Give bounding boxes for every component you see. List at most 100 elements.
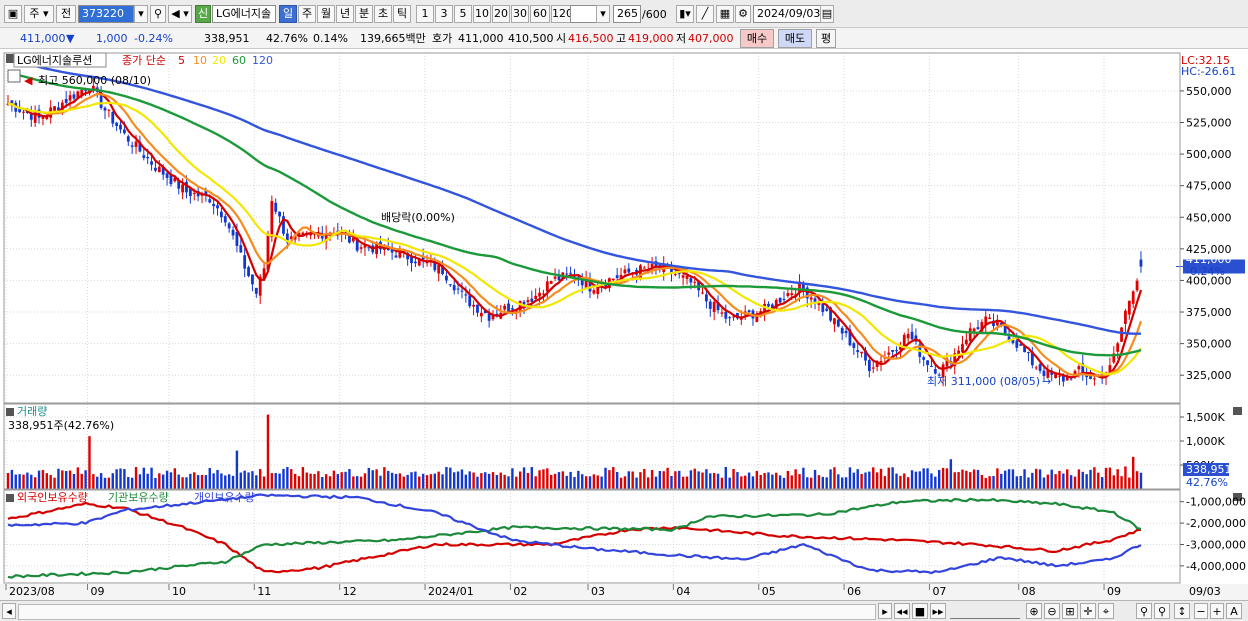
volume-bar (763, 473, 766, 489)
volume-bar (1089, 469, 1092, 489)
calendar-icon[interactable]: ▤ (820, 5, 834, 23)
eval-button[interactable]: 평 (816, 29, 836, 48)
search-zoom-icon[interactable]: ⚲ (1136, 603, 1152, 619)
draw-tool-icon[interactable]: ╱ (696, 5, 714, 23)
horizontal-scrollbar[interactable] (18, 604, 876, 620)
period-tab-1[interactable]: 일 (279, 5, 297, 23)
zoom-in-icon[interactable]: ⊕ (1026, 603, 1042, 619)
gear-icon[interactable]: ⚙ (735, 5, 751, 23)
scroll-right-icon[interactable]: ▸ (878, 603, 892, 619)
type-selector[interactable]: 주 ▾ (24, 5, 54, 23)
volume-bar (309, 473, 312, 489)
candle-body (592, 290, 596, 294)
candle-body (825, 308, 829, 311)
interval-tab-30[interactable]: 30 (511, 5, 529, 23)
stop-icon[interactable]: ■ (912, 603, 928, 619)
candle-body (1139, 259, 1143, 267)
quote-bid1: 411,000 (458, 32, 504, 45)
stock-code-input[interactable]: 373220 (78, 5, 134, 23)
speaker-icon[interactable]: ◀ ▾ (168, 5, 192, 23)
volume-bar (456, 471, 460, 489)
volume-bar (84, 470, 87, 489)
font-size-icon[interactable]: A (1226, 603, 1242, 619)
rewind-icon[interactable]: ◂◂ (894, 603, 910, 619)
stock-name-field[interactable]: LG에너지솔 (212, 5, 276, 23)
period-tab-5[interactable]: 분 (355, 5, 373, 23)
volume-bar (883, 476, 887, 489)
candle-body (992, 320, 995, 326)
interval-tab-5[interactable]: 5 (454, 5, 472, 23)
date-input[interactable]: 2024/09/03 (753, 5, 823, 23)
candle-body (860, 351, 863, 354)
prev-button[interactable]: 전 (56, 5, 76, 23)
scroll-left-icon[interactable]: ◂ (2, 603, 16, 619)
volume-bars (6, 414, 1143, 489)
candle-body (204, 190, 208, 196)
crosshair-icon[interactable]: ✛ (1080, 603, 1096, 619)
forward-icon[interactable]: ▸▸ (930, 603, 946, 619)
save-icon[interactable]: ▦ (716, 5, 734, 23)
price-tick-label: 475,000 (1186, 180, 1232, 193)
volume-bar (716, 473, 720, 489)
volume-bar (398, 473, 402, 489)
window-icon[interactable]: ▣ (4, 5, 22, 23)
volume-bar (425, 475, 429, 489)
bar-count-input[interactable]: 265 (613, 5, 641, 23)
holdings-close-icon[interactable] (1233, 493, 1242, 501)
period-tab-7[interactable]: 틱 (393, 5, 411, 23)
minus-icon[interactable]: − (1194, 603, 1208, 619)
zoom-out-icon[interactable]: ⊖ (1044, 603, 1060, 619)
candle-body (1034, 367, 1038, 369)
candle-body (1135, 280, 1139, 291)
candle-body (1030, 351, 1034, 366)
table-toggle-icon[interactable] (7, 69, 21, 83)
volume-bar (635, 477, 638, 489)
candle-body (363, 245, 367, 248)
candle-body (782, 298, 786, 300)
chart-panes[interactable]: LG에너지솔루션 종가 단순 5 10 20 60 120 LC:32.15 H… (0, 49, 1248, 600)
sell-button[interactable]: 매도 (778, 29, 812, 48)
legend-name-box[interactable] (13, 52, 107, 68)
interval-tab-1[interactable]: 1 (416, 5, 434, 23)
search-icon[interactable]: ⚲ (150, 5, 166, 23)
candle-type-icon[interactable]: ▮▾ (676, 5, 694, 23)
cursor-icon[interactable]: ⌖ (1098, 603, 1114, 619)
plus-icon[interactable]: + (1210, 603, 1224, 619)
volume-bar (1042, 477, 1046, 489)
interval-tab-20[interactable]: 20 (492, 5, 510, 23)
volume-bar (1027, 477, 1030, 489)
search-zoom-out-icon[interactable]: ⚲ (1154, 603, 1170, 619)
candle-body (1042, 370, 1046, 376)
candle-body (278, 211, 281, 217)
period-tab-2[interactable]: 주 (298, 5, 316, 23)
candle-body (1108, 365, 1112, 374)
interval-tab-10[interactable]: 10 (473, 5, 491, 23)
period-tab-3[interactable]: 월 (317, 5, 335, 23)
price-tick-label: 550,000 (1186, 85, 1232, 98)
volume-bar (899, 475, 902, 489)
volume-bar (1050, 469, 1053, 489)
volume-bar (344, 471, 347, 489)
period-tab-4[interactable]: 년 (336, 5, 354, 23)
volume-close-icon[interactable] (1233, 407, 1242, 415)
interval-tab-60[interactable]: 60 (530, 5, 550, 23)
expand-icon[interactable]: ↕ (1174, 603, 1190, 619)
period-tab-6[interactable]: 초 (374, 5, 392, 23)
volume-bar (340, 472, 343, 489)
volume-bar (290, 469, 293, 489)
stock-code-dropdown-icon[interactable]: ▾ (134, 5, 148, 23)
buy-button[interactable]: 매수 (740, 29, 774, 48)
volume-bar (146, 473, 149, 489)
candle-body (53, 106, 56, 111)
interval-dropdown-icon[interactable]: ▾ (596, 5, 610, 23)
candle-body (755, 313, 759, 323)
volume-bar (740, 476, 743, 489)
candle-body (829, 307, 832, 321)
volume-bar (352, 476, 355, 489)
fit-icon[interactable]: ⊞ (1062, 603, 1078, 619)
zoom-slider[interactable] (950, 604, 1020, 619)
candle-body (1065, 376, 1069, 381)
interval-tab-3[interactable]: 3 (435, 5, 453, 23)
volume-bar (1097, 472, 1100, 489)
volume-bar (930, 473, 933, 489)
